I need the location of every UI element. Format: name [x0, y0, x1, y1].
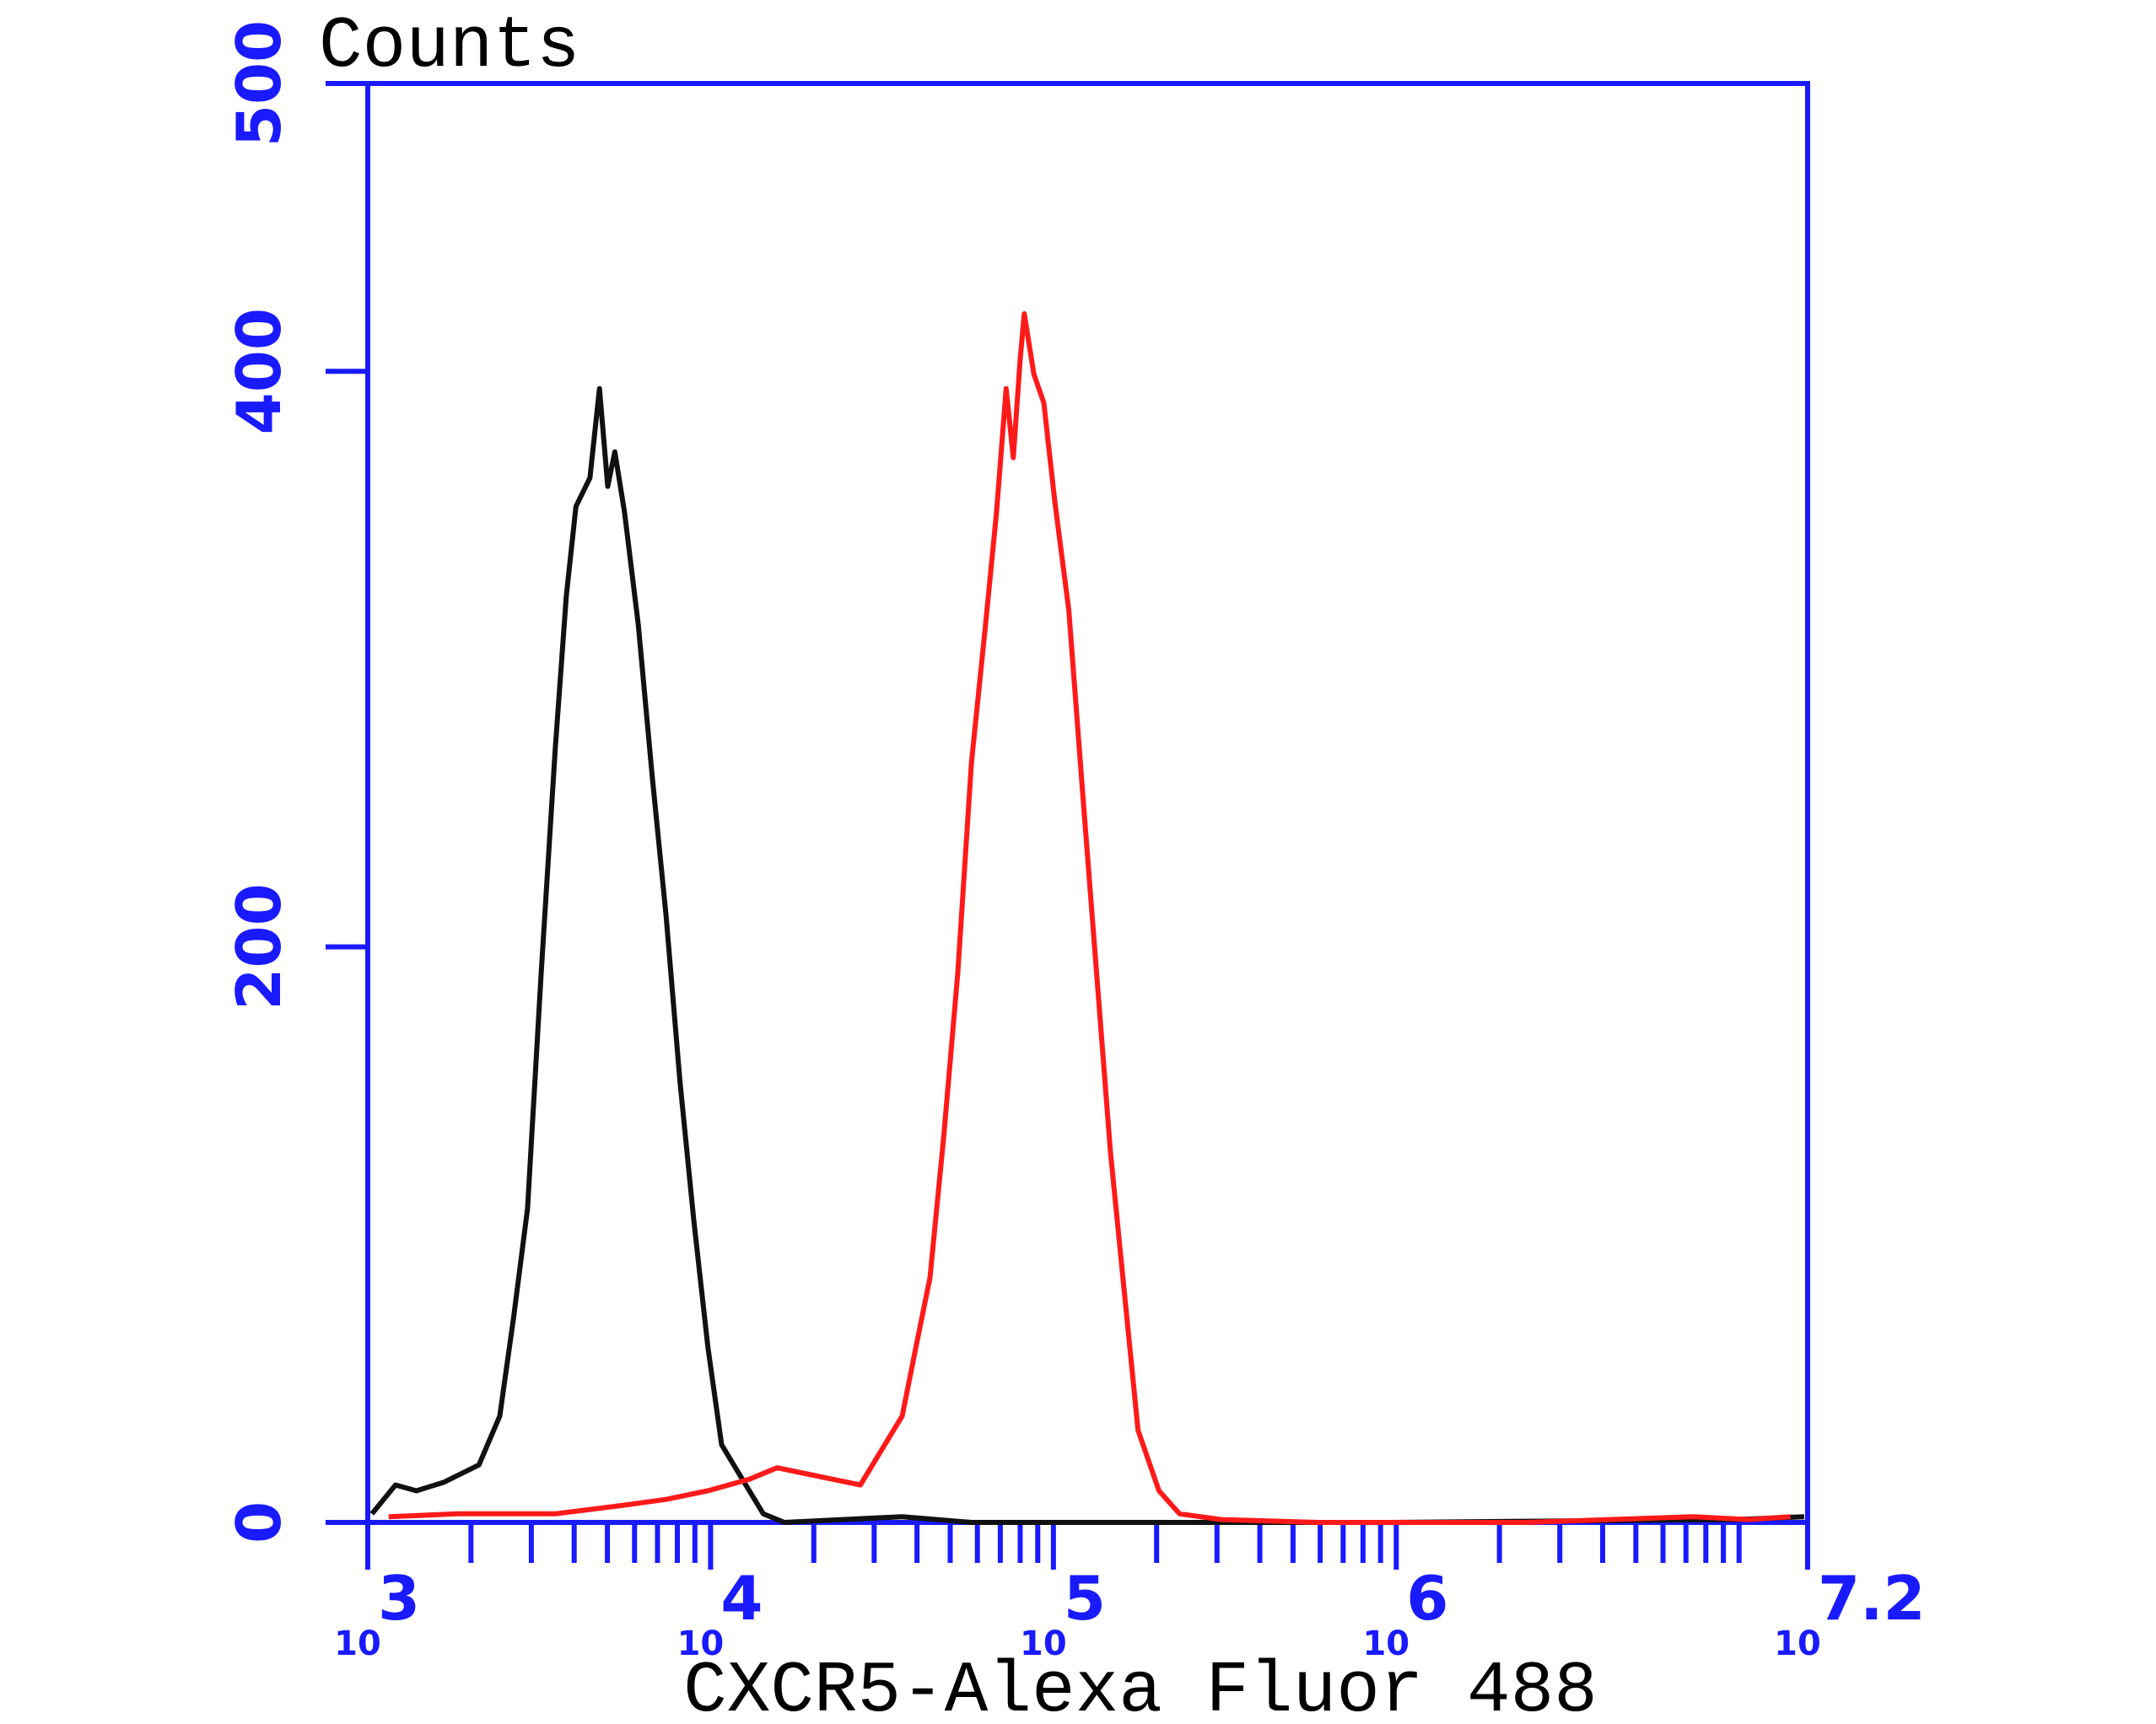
- x-tick-exponent: 5: [1064, 1563, 1106, 1634]
- x-axis-title: CXCR5-Alexa Fluor 488: [683, 1650, 1598, 1724]
- x-tick-label: 10: [1020, 1624, 1067, 1663]
- plot-frame: [365, 81, 1810, 1525]
- x-tick-exponent: 4: [720, 1563, 763, 1634]
- x-tick-exponent: 3: [378, 1563, 420, 1634]
- x-tick-label: 10: [1362, 1624, 1409, 1663]
- x-tick-exponent: 6: [1406, 1563, 1448, 1634]
- y-axis-title: Counts: [319, 5, 580, 88]
- y-tick-label: 500: [224, 20, 294, 147]
- y-tick-label: 200: [224, 883, 294, 1010]
- histogram-line: [388, 311, 1791, 1525]
- x-tick-label: 10: [334, 1624, 381, 1663]
- x-tick-exponent: 7.2: [1818, 1563, 1926, 1634]
- y-tick-label: 0: [224, 1501, 294, 1544]
- y-tick-label: 400: [224, 308, 294, 434]
- x-tick-label: 10: [1774, 1624, 1821, 1663]
- histogram-line: [369, 385, 1805, 1525]
- x-tick-label: 10: [677, 1624, 725, 1663]
